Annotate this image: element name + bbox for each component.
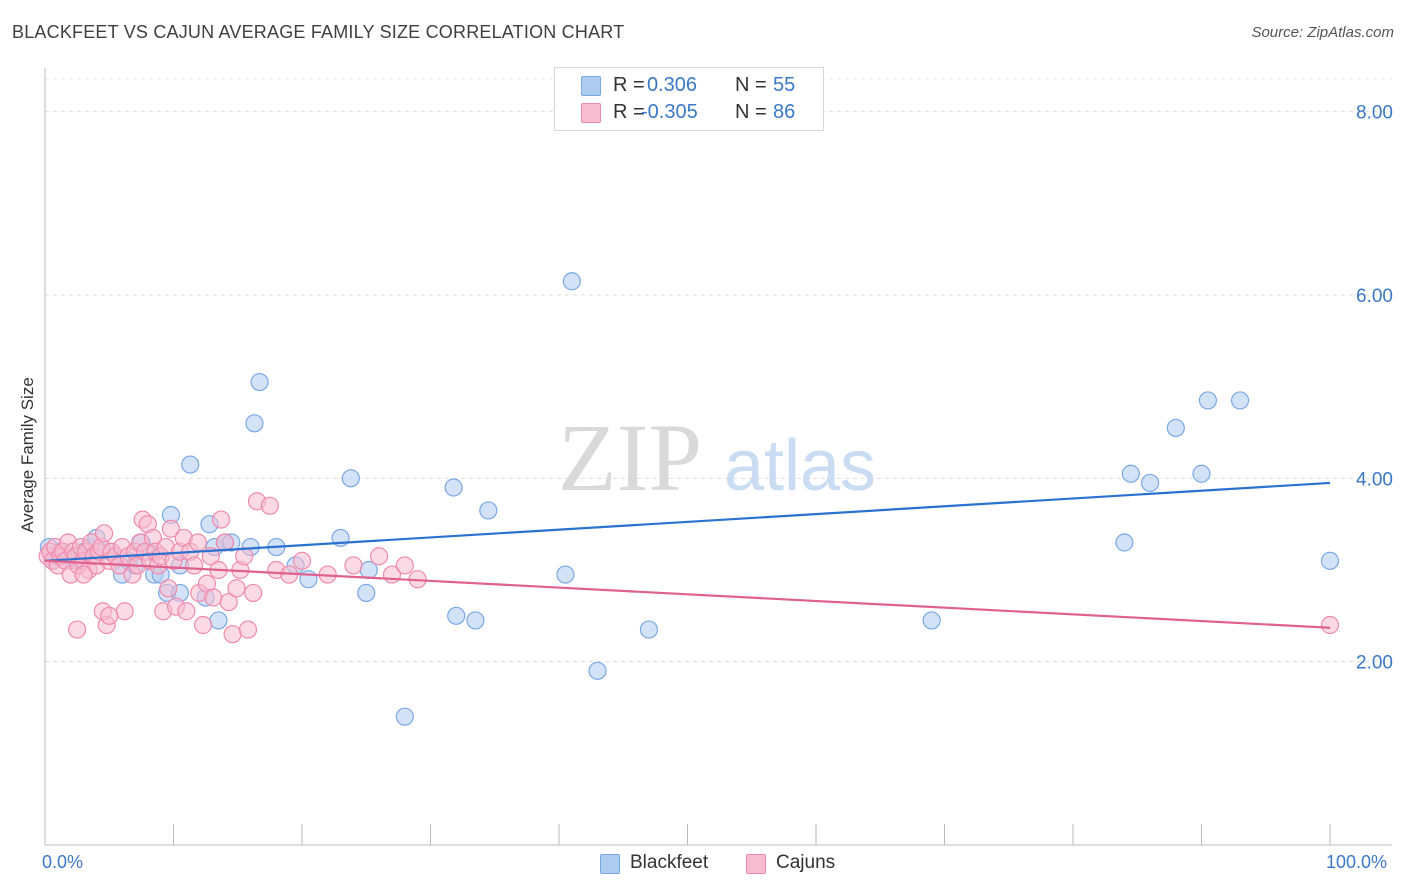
cajuns-point	[219, 592, 238, 612]
watermark-zip: ZIP	[558, 404, 702, 511]
y-tick-label: 4.00	[1356, 469, 1393, 490]
cajuns-point	[184, 556, 204, 575]
cajuns-point	[344, 556, 363, 575]
n-value: 55	[773, 74, 796, 96]
cajuns-point	[238, 620, 258, 639]
y-tick-label: 6.00	[1356, 286, 1393, 307]
blackfeet-point	[1230, 391, 1250, 410]
blackfeet-trend-line	[44, 481, 1331, 562]
blackfeet-point	[556, 565, 575, 584]
r-value: 0.306	[647, 74, 698, 96]
cajuns-point	[188, 533, 208, 552]
trend-lines	[44, 481, 1331, 629]
blackfeet-point	[395, 707, 414, 726]
watermark-atlas: atlas	[724, 426, 876, 506]
cajuns-swatch	[746, 854, 766, 874]
cajuns-point	[223, 625, 242, 644]
blackfeet-swatch	[600, 854, 620, 874]
blackfeet-point	[357, 583, 376, 603]
blackfeet-point	[1140, 473, 1160, 493]
blackfeet-point	[588, 661, 607, 680]
y-tick-label: 8.00	[1356, 103, 1393, 124]
cajuns-point	[159, 579, 178, 598]
cajuns-point	[204, 588, 223, 607]
cajuns-point	[211, 510, 231, 529]
blackfeet-swatch	[581, 76, 601, 96]
cajuns-point	[161, 519, 181, 538]
axes	[44, 68, 1392, 846]
r-label: R =	[613, 101, 645, 123]
cajuns-point	[227, 579, 246, 598]
n-label: N =	[735, 101, 767, 123]
blackfeet-point	[1166, 418, 1185, 438]
y-tick-labels: 2.00 4.00 6.00 8.00	[1356, 103, 1393, 674]
blackfeet-point	[1320, 551, 1340, 570]
cajuns-trend-line	[44, 559, 1331, 629]
blackfeet-point	[466, 611, 485, 630]
blackfeet-point	[181, 455, 200, 474]
source-credit: Source: ZipAtlas.com	[1251, 24, 1394, 41]
cajuns-swatch	[581, 103, 601, 123]
correlation-legend: R = 0.306 N = 55 R = -0.305 N = 86	[554, 67, 824, 131]
cajuns-point	[1320, 615, 1340, 635]
legend-label: Blackfeet	[630, 852, 709, 873]
blackfeet-point	[639, 620, 659, 639]
cajuns-point	[95, 524, 114, 543]
blackfeet-point	[1192, 464, 1211, 483]
n-value: 86	[773, 101, 796, 123]
cajuns-point	[260, 496, 279, 515]
cajuns-points	[38, 492, 1340, 644]
cajuns-point	[292, 551, 312, 570]
cajuns-point	[177, 602, 196, 621]
blackfeet-point	[447, 606, 466, 625]
blackfeet-point	[1198, 391, 1218, 410]
cajuns-point	[235, 547, 254, 566]
cajuns-point	[244, 583, 263, 603]
chart-title: BLACKFEET VS CAJUN AVERAGE FAMILY SIZE C…	[12, 22, 625, 42]
blackfeet-point	[250, 372, 269, 392]
legend-label: Cajuns	[776, 852, 836, 873]
blackfeet-point	[209, 611, 228, 630]
blackfeet-point	[479, 501, 498, 520]
n-label: N =	[735, 74, 767, 96]
x-tick-min: 0.0%	[42, 852, 84, 872]
cajuns-point	[395, 556, 414, 575]
blackfeet-point	[1115, 533, 1134, 552]
blackfeet-point	[562, 272, 581, 291]
cajuns-point	[68, 620, 87, 639]
cajuns-point	[370, 547, 389, 566]
y-tick-label: 2.00	[1356, 653, 1393, 674]
cajuns-point	[115, 602, 134, 621]
blackfeet-point	[922, 611, 941, 630]
r-label: R =	[613, 74, 645, 96]
blackfeet-point	[341, 469, 360, 488]
cajuns-point	[193, 615, 213, 635]
blackfeet-point	[444, 478, 463, 497]
cajuns-point	[215, 533, 234, 552]
blackfeet-point	[1121, 464, 1140, 483]
r-value: -0.305	[641, 101, 698, 123]
blackfeet-point	[245, 414, 264, 433]
x-tick-max: 100.0%	[1326, 852, 1388, 872]
cajuns-point	[74, 565, 93, 584]
cajuns-point	[100, 606, 119, 625]
